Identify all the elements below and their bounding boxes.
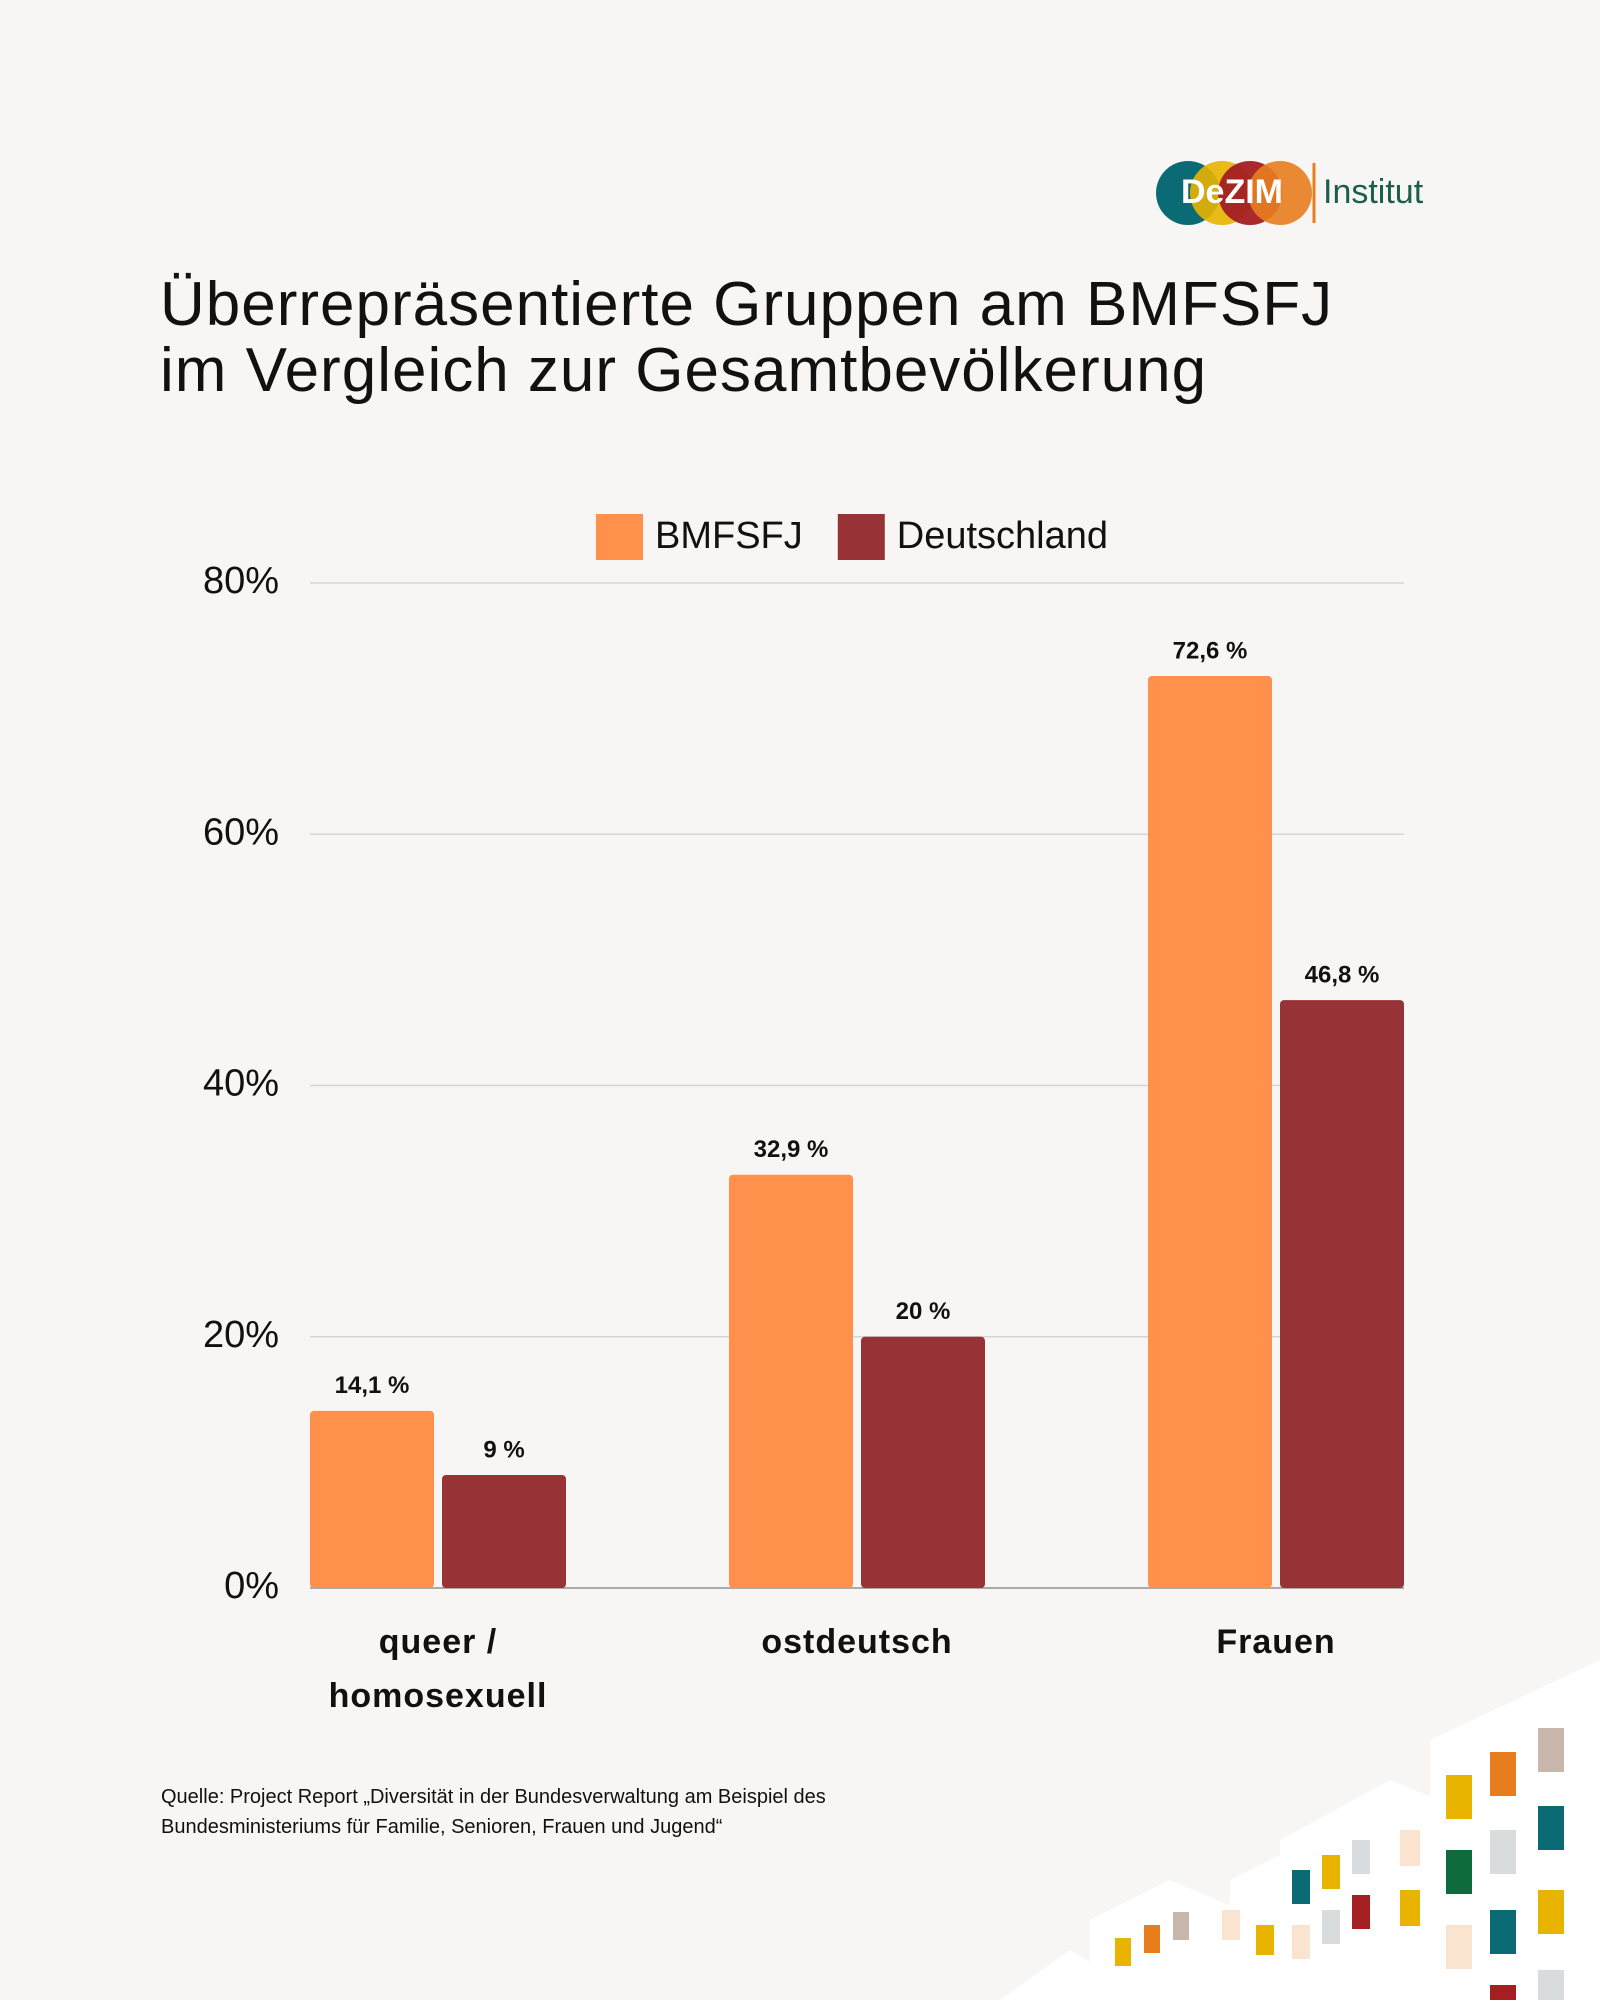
logo-name: DeZIM: [1181, 173, 1283, 211]
x-tick-label: Frauen: [1216, 1623, 1336, 1661]
bar: [310, 1410, 434, 1588]
value-label: 20 %: [896, 1298, 951, 1325]
source-note: Quelle: Project Report „Diversität in de…: [161, 1786, 826, 1838]
chart-title: Überrepräsentierte Gruppen am BMFSFJ im …: [160, 270, 1334, 405]
y-tick-label: 80%: [203, 560, 279, 602]
y-tick-label: 20%: [203, 1314, 279, 1356]
value-label: 9 %: [483, 1436, 524, 1463]
legend-label: BMFSFJ: [655, 515, 803, 557]
value-label: 14,1 %: [335, 1372, 410, 1399]
legend-label: Deutschland: [897, 515, 1108, 557]
decoration: [1000, 1660, 1600, 2000]
y-tick-label: 40%: [203, 1063, 279, 1105]
y-tick-label: 0%: [224, 1565, 279, 1607]
bar: [1280, 1000, 1404, 1588]
legend-swatch: [596, 514, 643, 560]
y-tick-label: 60%: [203, 811, 279, 853]
legend-swatch: [837, 514, 885, 560]
value-label: 46,8 %: [1305, 961, 1380, 988]
bar: [1148, 675, 1272, 1588]
bar: [442, 1474, 566, 1588]
logo-label: Institut: [1323, 173, 1424, 211]
value-label: 72,6 %: [1173, 637, 1248, 664]
bar: [861, 1336, 985, 1588]
logo: DeZIM Institut: [1156, 161, 1424, 225]
value-label: 32,9 %: [754, 1136, 829, 1163]
bar: [729, 1174, 853, 1588]
x-tick-label: queer / homosexuell: [328, 1623, 548, 1715]
x-tick-label: ostdeutsch: [761, 1623, 953, 1661]
